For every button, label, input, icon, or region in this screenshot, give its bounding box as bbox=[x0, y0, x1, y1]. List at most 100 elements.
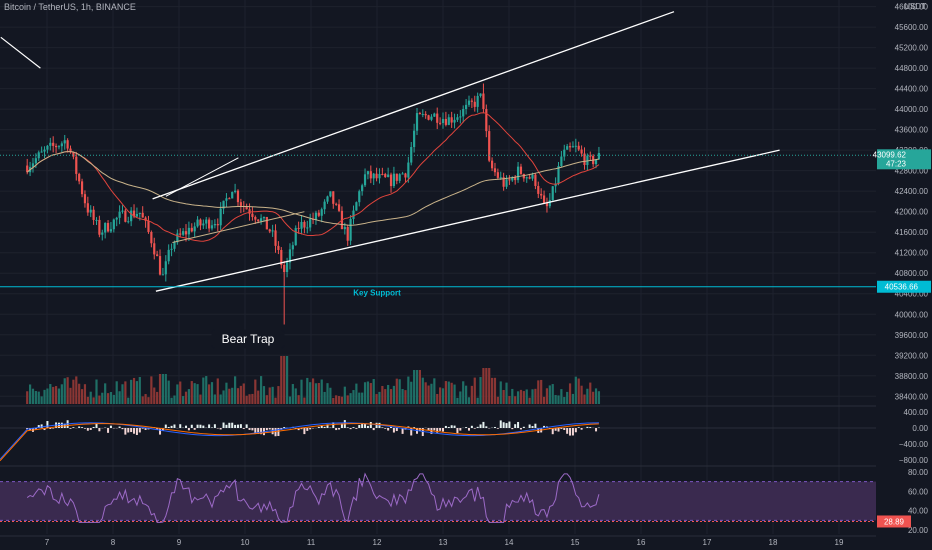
candle-body[interactable] bbox=[176, 233, 179, 243]
candle-body[interactable] bbox=[291, 245, 294, 250]
candle-body[interactable] bbox=[597, 152, 601, 160]
candle-body[interactable] bbox=[358, 191, 361, 203]
candle-body[interactable] bbox=[219, 208, 222, 226]
candle-body[interactable] bbox=[158, 256, 162, 275]
candle-body[interactable] bbox=[505, 179, 508, 187]
candle-body[interactable] bbox=[537, 185, 540, 194]
candle-body[interactable] bbox=[447, 117, 450, 125]
candle-body[interactable] bbox=[323, 201, 326, 210]
candle-body[interactable] bbox=[280, 249, 283, 266]
candle-body[interactable] bbox=[580, 149, 583, 154]
candle-body[interactable] bbox=[95, 219, 98, 221]
candle-body[interactable] bbox=[493, 168, 497, 173]
candle-body[interactable] bbox=[92, 209, 95, 220]
candle-body[interactable] bbox=[80, 181, 84, 195]
candle-body[interactable] bbox=[407, 162, 410, 178]
candle-body[interactable] bbox=[40, 151, 43, 153]
candle-body[interactable] bbox=[459, 116, 462, 118]
candle-body[interactable] bbox=[259, 218, 263, 222]
candle-body[interactable] bbox=[245, 206, 248, 210]
candle-body[interactable] bbox=[378, 173, 381, 179]
candle-body[interactable] bbox=[563, 149, 566, 157]
candle-body[interactable] bbox=[210, 225, 214, 229]
candle-body[interactable] bbox=[571, 146, 575, 148]
candle-body[interactable] bbox=[63, 140, 66, 144]
candle-body[interactable] bbox=[161, 274, 165, 276]
candle-body[interactable] bbox=[216, 223, 219, 226]
candle-body[interactable] bbox=[349, 218, 352, 241]
candle-body[interactable] bbox=[522, 173, 525, 179]
candle-body[interactable] bbox=[450, 117, 453, 123]
candle-body[interactable] bbox=[375, 173, 378, 179]
candle-body[interactable] bbox=[156, 254, 159, 257]
candle-body[interactable] bbox=[31, 163, 35, 168]
candle-body[interactable] bbox=[52, 142, 55, 146]
candle-body[interactable] bbox=[104, 223, 107, 233]
candle-body[interactable] bbox=[514, 177, 517, 181]
candle-body[interactable] bbox=[314, 212, 318, 220]
candle-body[interactable] bbox=[401, 173, 404, 175]
candle-body[interactable] bbox=[453, 119, 456, 123]
candle-body[interactable] bbox=[566, 146, 569, 150]
candle-body[interactable] bbox=[262, 216, 266, 219]
candle-body[interactable] bbox=[66, 140, 69, 149]
candle-body[interactable] bbox=[54, 145, 58, 148]
candle-body[interactable] bbox=[170, 248, 173, 250]
candle-body[interactable] bbox=[574, 145, 577, 147]
candle-body[interactable] bbox=[430, 116, 433, 120]
candle-body[interactable] bbox=[499, 177, 502, 179]
candle-body[interactable] bbox=[306, 227, 309, 229]
candle-body[interactable] bbox=[337, 204, 341, 211]
candle-body[interactable] bbox=[147, 220, 150, 232]
candle-body[interactable] bbox=[283, 265, 286, 273]
candle-body[interactable] bbox=[26, 165, 29, 173]
candle-body[interactable] bbox=[49, 142, 52, 146]
candle-body[interactable] bbox=[545, 202, 549, 207]
candle-body[interactable] bbox=[106, 223, 110, 232]
candle-body[interactable] bbox=[179, 233, 182, 235]
candle-body[interactable] bbox=[392, 173, 396, 187]
candle-body[interactable] bbox=[395, 173, 398, 181]
candle-body[interactable] bbox=[265, 216, 268, 230]
candle-body[interactable] bbox=[583, 153, 586, 166]
candle-body[interactable] bbox=[153, 243, 156, 255]
candle-body[interactable] bbox=[511, 177, 514, 181]
candle-body[interactable] bbox=[98, 219, 101, 235]
candle-body[interactable] bbox=[577, 145, 580, 150]
candle-body[interactable] bbox=[525, 177, 528, 179]
candle-body[interactable] bbox=[72, 152, 75, 157]
candle-body[interactable] bbox=[184, 231, 188, 235]
candle-body[interactable] bbox=[413, 130, 416, 148]
candle-body[interactable] bbox=[303, 221, 306, 228]
candle-body[interactable] bbox=[309, 218, 312, 228]
symbol-title[interactable]: Bitcoin / TetherUS, 1h, BINANCE bbox=[4, 2, 136, 12]
candle-body[interactable] bbox=[112, 219, 115, 230]
candle-body[interactable] bbox=[138, 212, 141, 215]
candle-body[interactable] bbox=[387, 174, 390, 178]
candle-body[interactable] bbox=[462, 108, 465, 117]
candle-body[interactable] bbox=[560, 156, 563, 166]
candle-body[interactable] bbox=[150, 231, 153, 244]
candle-body[interactable] bbox=[115, 217, 118, 220]
candle-body[interactable] bbox=[557, 165, 560, 184]
candle-body[interactable] bbox=[60, 143, 63, 147]
candle-body[interactable] bbox=[465, 104, 468, 109]
candle-body[interactable] bbox=[381, 173, 384, 175]
candle-body[interactable] bbox=[118, 211, 121, 218]
candle-body[interactable] bbox=[257, 219, 260, 222]
candle-body[interactable] bbox=[433, 113, 436, 117]
candle-body[interactable] bbox=[144, 217, 147, 221]
candle-body[interactable] bbox=[75, 156, 78, 174]
candle-body[interactable] bbox=[332, 191, 335, 204]
candle-body[interactable] bbox=[589, 155, 592, 157]
candle-body[interactable] bbox=[519, 166, 523, 174]
candle-body[interactable] bbox=[548, 200, 551, 207]
candle-body[interactable] bbox=[568, 146, 572, 148]
candle-body[interactable] bbox=[534, 174, 537, 186]
candle-body[interactable] bbox=[228, 198, 231, 200]
candle-body[interactable] bbox=[124, 210, 127, 222]
candle-body[interactable] bbox=[101, 232, 104, 235]
candle-body[interactable] bbox=[421, 113, 424, 115]
candle-body[interactable] bbox=[479, 93, 482, 96]
candle-body[interactable] bbox=[516, 166, 520, 181]
